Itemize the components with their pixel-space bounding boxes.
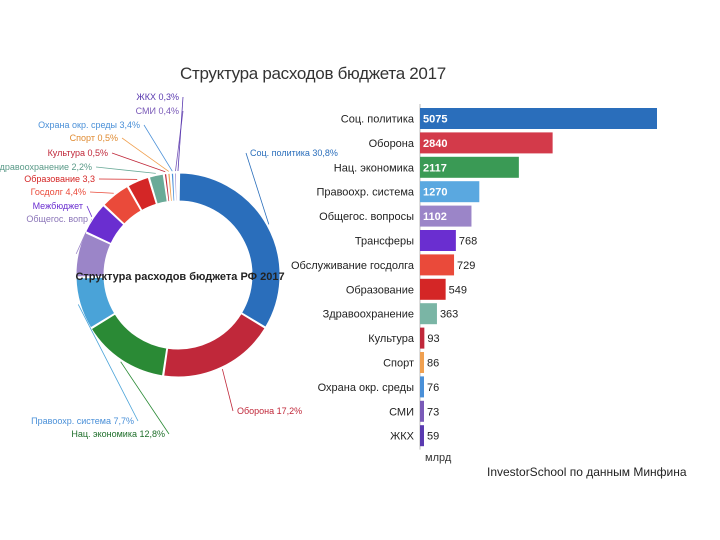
donut-slice [170, 172, 176, 202]
value-label: 76 [427, 382, 439, 394]
donut-slice [177, 172, 179, 202]
slice-label: Образование 3,3 [24, 174, 95, 184]
slice-label: СМИ 0,4% [136, 106, 179, 116]
donut-slice [178, 172, 281, 328]
leader-line [121, 137, 169, 172]
bar [420, 376, 424, 398]
donut-slice [167, 172, 173, 202]
category-label: Трансферы [355, 236, 414, 248]
category-label: Здравоохранение [323, 309, 414, 321]
bar [420, 205, 472, 227]
category-label: Образование [346, 284, 414, 296]
slice-label: Соц. политика 30,8% [250, 148, 338, 158]
bar [420, 254, 455, 276]
leader-line [177, 96, 184, 172]
bar [420, 181, 480, 203]
donut-center-label: Структура расходов бюджета РФ 2017 [75, 271, 284, 283]
bar [420, 278, 446, 300]
bar [420, 108, 657, 129]
value-label: 86 [427, 358, 439, 370]
leader-line [245, 152, 270, 225]
donut-slice [127, 176, 158, 212]
category-label: ЖКХ [390, 431, 415, 443]
donut-slice [163, 173, 171, 203]
value-label: 2840 [423, 138, 447, 150]
leader-line [120, 361, 170, 435]
slice-label: Охрана окр. среды 3,4% [38, 120, 140, 130]
bar [420, 425, 424, 447]
category-label: Правоохр. система [316, 187, 414, 199]
chart-title: Структура расходов бюджета 2017 [180, 64, 446, 83]
leader-line [111, 152, 166, 173]
leader-line [221, 368, 234, 412]
leader-line [86, 205, 93, 217]
slice-label: Нац. экономика 12,8% [71, 429, 165, 439]
donut-slice [148, 173, 168, 205]
category-label: Охрана окр. среды [318, 382, 414, 394]
leader-line [95, 166, 156, 174]
slice-label: Культура 0,5% [48, 148, 108, 158]
donut-slice [174, 172, 178, 202]
category-label: Спорт [383, 358, 414, 370]
bar [420, 352, 425, 373]
bar [420, 327, 425, 349]
unit-label: млрд [425, 452, 452, 464]
value-label: 2117 [423, 162, 447, 174]
value-label: 5075 [423, 114, 447, 126]
slice-label: Межбюджет [33, 201, 83, 211]
value-label: 1270 [423, 187, 447, 199]
slice-label: ЖКХ 0,3% [136, 92, 179, 102]
value-label: 729 [457, 260, 475, 272]
bar [420, 230, 456, 251]
category-label: Общегос. вопросы [319, 211, 414, 223]
slice-label: Общегос. вопр [26, 214, 88, 224]
bar [420, 400, 424, 422]
bar [420, 156, 519, 178]
leader-line [89, 191, 114, 194]
slice-label: Здравоохранение 2,2% [0, 162, 92, 172]
value-label: 549 [449, 284, 467, 296]
leader-line [143, 124, 173, 172]
donut-slice [103, 185, 142, 225]
value-label: 73 [427, 406, 439, 418]
category-label: Культура [368, 333, 415, 345]
donut-slice [75, 276, 116, 329]
value-label: 93 [427, 333, 439, 345]
donut-slice [163, 312, 266, 378]
donut-slice [75, 232, 112, 278]
value-label: 59 [427, 431, 439, 443]
value-label: 1102 [423, 211, 447, 223]
slice-label: Госдолг 4,4% [31, 187, 86, 197]
category-label: СМИ [389, 406, 414, 418]
slice-label: Оборона 17,2% [237, 406, 302, 416]
value-label: 363 [440, 309, 458, 321]
donut-slice [85, 204, 125, 245]
source-note: InvestorSchool по данным Минфина [487, 465, 687, 479]
slice-label: Правоохр. система 7,7% [31, 416, 134, 426]
slice-label: Спорт 0,5% [70, 133, 118, 143]
category-label: Соц. политика [341, 114, 415, 126]
donut-slice [90, 313, 168, 377]
category-label: Обслуживание госдолга [291, 260, 415, 272]
category-label: Оборона [369, 138, 415, 150]
category-label: Нац. экономика [334, 162, 415, 174]
leader-line [77, 304, 139, 422]
bar [420, 132, 553, 154]
value-label: 768 [459, 236, 477, 248]
bar [420, 303, 437, 325]
